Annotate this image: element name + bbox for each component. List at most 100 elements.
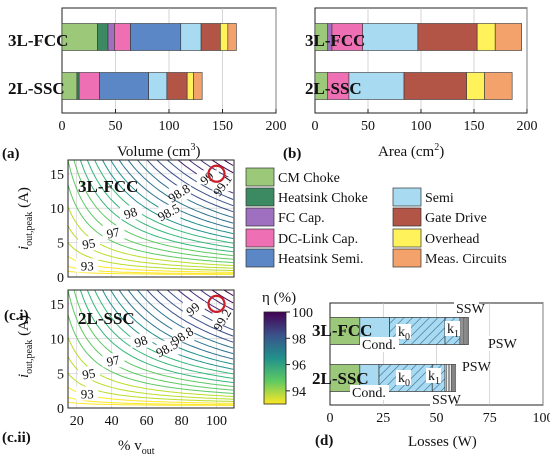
panel-cii-contour-line [86,290,234,379]
panel-cii-contour-line [68,290,234,391]
panel-c-xlabel: % vout [118,438,155,457]
panel-a-bar-2l-ssc-dc-link-cap [78,72,100,100]
panel-ci-contour-label-bg [119,205,142,220]
panel-d-tick-label: 75 [483,411,497,426]
legend-label-dc-link-cap: DC-Link Cap. [278,232,358,247]
panel-d-bar-3l-fcc-cm-choke [329,317,361,345]
panel-cii-contour-line [136,290,234,349]
panel-ci-contour-line [127,160,234,224]
legend-swatch-gate-drive [392,207,422,227]
panel-ci-ytick-label: 5 [57,237,64,252]
panel-b-area-chart: 3L-FCC 2L-SSC 0 50 100 150 200 (b) Area (cm2… [283,7,538,162]
panel-d-label-k0-3l-bg [396,324,411,339]
panel-b-bar-3l-fcc-dc-link-cap [331,23,363,51]
legend-label-fc-cap: FC Cap. [278,211,325,226]
panel-ci-contour-line [166,160,234,200]
panel-d-xlabel: Losses (W) [408,434,477,450]
panel-cii-title: 2L-SSC [78,309,135,328]
panel-b-tag: (b) [283,146,301,162]
panel-cii-contour-line [68,314,234,394]
panel-cii-contour-line [177,290,234,324]
panel-d-tick-label: 100 [533,411,550,426]
panel-cii-contour-label-bg [76,386,99,401]
efficiency-colorbar: η (%) 100 98 96 94 [262,290,313,405]
panel-ci-contour-label-bg [77,236,100,251]
panel-b-tick-label: 0 [312,119,319,134]
panel-ci-contour-line [118,160,234,229]
panel-b-bar-3l-fcc-meas-circuits [494,23,523,51]
panel-cii-contour-label-bg [130,333,153,348]
legend-swatch-fc-cap [245,207,275,227]
panel-a-bar-3l-fcc-fc-cap [107,23,115,51]
panel-d-label-psw-2l-bg [460,359,485,374]
panel-cii-xtick-label: 40 [105,414,119,429]
panel-ci-ylabel: iout,peak (A) [16,187,35,250]
panel-ci-contour-line [136,160,234,218]
panel-ci-contour-label-bg [102,225,125,240]
panel-cii-contour-label: 98 [132,332,149,350]
panel-d-label-psw-2l: PSW [462,360,492,375]
panel-cii-contour-line [94,290,234,375]
panel-d-label-k0-3l: k0 [398,325,410,343]
panel-ci-contour-line [68,270,234,275]
panel-ci-contour-label: 98 [122,204,139,222]
panel-d-label-k1-2l: k1 [428,369,440,387]
panel-cii-ytick-label: 15 [50,298,64,313]
panel-d-tick-label: 0 [327,411,334,426]
panel-ci-contour-line [68,184,234,264]
panel-cii-contour-label: 93 [81,387,94,402]
panel-ci-ytick-label: 10 [50,202,64,217]
panel-cii-frame [67,289,235,409]
panel-ci-contour-label: 93 [81,258,94,273]
panel-a-bar-3l-fcc-overhead [220,23,229,51]
panel-d-label-cond-3l-bg [360,337,399,352]
panel-a-bar-3l-fcc-semi [180,23,202,51]
colorbar-tick-label: 98 [292,332,306,347]
panel-ci-contour-line [199,160,234,181]
panel-ci-ytick-label: 0 [57,271,64,286]
legend-label-cm-choke: CM Choke [278,171,340,186]
panel-d-label-ssw-3l-bg [454,301,479,316]
panel-cii-contour-label: 97 [105,352,121,369]
panel-a-xlabel: Volume (cm3) [117,142,200,160]
panel-a-bar-2l-ssc-heatsink-semi [99,72,149,100]
panel-ci-operating-point [207,164,226,183]
panel-a-label-3l-fcc: 3L-FCC [8,31,68,50]
panel-cii-contour-line [127,290,234,355]
panel-a-tick-label: 100 [159,119,180,134]
legend-label-overhead: Overhead [425,232,479,247]
colorbar-tick-label: 96 [292,359,306,374]
panel-a-bar-3l-fcc-cm-choke [61,23,98,51]
legend-swatch-heatsink-choke [245,187,275,207]
panel-b-bar-3l-fcc-overhead [476,23,496,51]
panel-cii-contour-label-bg [172,328,195,343]
panel-d-label-k1-3l-bg [445,321,460,336]
panel-ci-contour-line [86,160,234,249]
panel-ci-contour-line [110,160,234,235]
panel-cii-contour-label-bg [77,366,100,381]
colorbar-tick-label: 100 [292,306,313,321]
legend-swatch-dc-link-cap [245,228,275,248]
panel-ci-contour-line [101,160,234,239]
panel-ci-contour-line [94,160,234,244]
panel-cii-operating-point [207,294,226,313]
panel-cii-ytick-label: 0 [57,402,64,417]
panel-cii-xtick-label: 100 [206,414,227,429]
panel-d-label-3l-fcc: 3L-FCC [312,321,372,340]
panel-b-bar-2l-ssc-gate-drive [403,72,467,100]
panel-cii-contour-label-bg [182,301,205,316]
panel-a-bar-2l-ssc-overhead [186,72,194,100]
panel-cii-contour-line [146,290,234,343]
panel-cii-contour-label-bg [212,311,235,326]
panel-cii-contour-line [68,401,234,406]
panel-cii-contour-line [156,290,234,337]
panel-b-bar-3l-fcc-gate-drive [417,23,478,51]
panel-d-tag: (d) [315,433,333,449]
panel-a-bar-3l-fcc-heatsink-semi [130,23,182,51]
panel-d-label-k0-2l-bg [396,370,411,385]
panel-d-label-k1-3l: k1 [447,322,459,340]
